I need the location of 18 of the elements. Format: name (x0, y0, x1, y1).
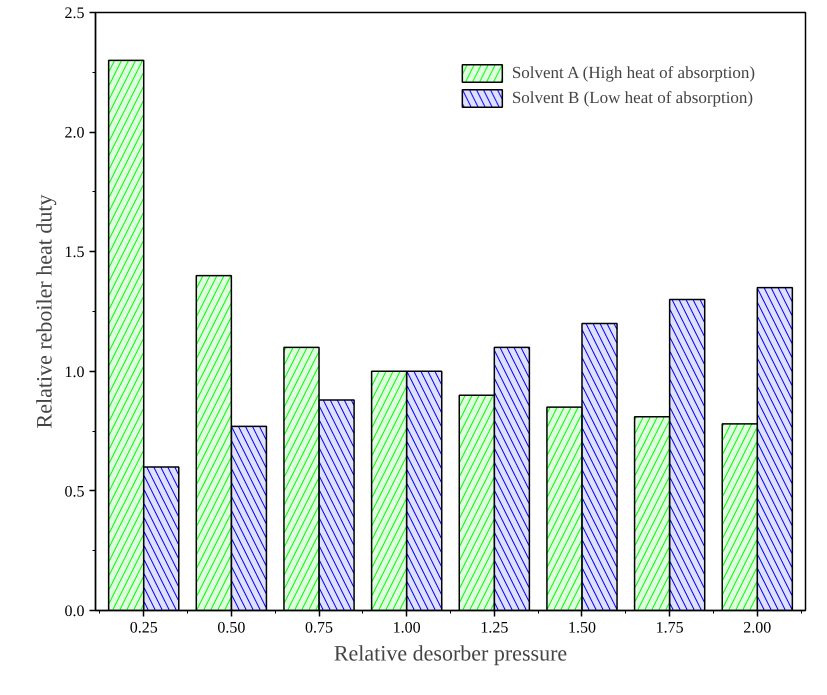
x-tick-label: 0.50 (217, 620, 246, 636)
y-tick-label: 2.0 (64, 124, 84, 142)
legend-label: Solvent B (Low heat of absorption) (512, 88, 754, 108)
x-tick-label: 2.00 (743, 620, 772, 636)
x-axis-title: Relative desorber pressure (334, 640, 568, 666)
legend-label: Solvent A (High heat of absorption) (512, 63, 755, 83)
x-tick-label: 0.25 (130, 620, 158, 636)
x-tick-label: 0.75 (305, 620, 334, 636)
y-tick-label: 1.5 (64, 244, 84, 262)
y-tick-label: 1.0 (64, 364, 84, 381)
x-tick-label: 1.25 (480, 620, 508, 636)
y-axis-title: Relative reboiler heat duty (32, 194, 56, 428)
y-tick-label: 0.0 (64, 603, 84, 620)
x-tick-label: 1.00 (392, 620, 421, 636)
y-tick-label: 0.5 (64, 483, 84, 500)
y-tick-label: 2.5 (64, 5, 84, 22)
x-tick-label: 1.75 (656, 620, 684, 636)
x-tick-label: 1.50 (568, 620, 596, 636)
